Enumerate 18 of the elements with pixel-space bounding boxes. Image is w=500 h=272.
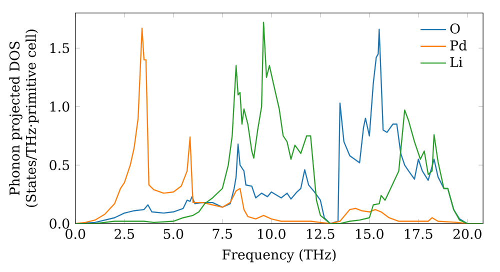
legend-label: O [450, 24, 460, 34]
x-tick-label: 20.0 [453, 229, 482, 240]
x-tick-label: 17.5 [405, 229, 432, 240]
x-tick-label: 12.5 [307, 229, 334, 240]
legend-label: Pd [450, 40, 467, 51]
x-tick-label: 0.0 [66, 229, 86, 240]
x-tick-label: 2.5 [114, 229, 134, 240]
y-axis-title: Phonon projected DOS (States/THz·primitive cell) [9, 30, 39, 208]
x-tick-label: 5.0 [164, 229, 184, 240]
x-tick-label: 7.5 [212, 229, 232, 240]
y-tick-label: 0.0 [50, 218, 70, 229]
legend-label: Li [450, 57, 462, 68]
y-tick-label: 1.0 [50, 102, 70, 112]
x-tick-label: 15.0 [356, 229, 384, 240]
y-tick-label: 0.5 [50, 160, 70, 170]
x-tick-label: 10.0 [258, 229, 286, 240]
x-axis-title: Frequency (THz) [222, 249, 336, 263]
y-tick-label: 1.5 [50, 43, 70, 54]
